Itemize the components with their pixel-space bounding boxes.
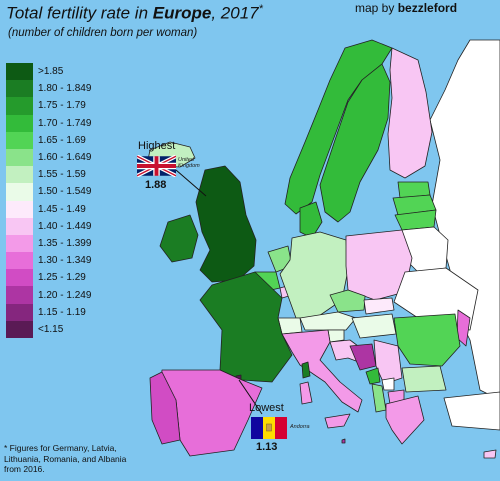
region-ireland [159, 214, 199, 263]
legend-item: 1.30 - 1.349 [6, 252, 92, 270]
legend-item: 1.15 - 1.19 [6, 303, 91, 321]
legend-item: 1.35 - 1.399 [6, 234, 92, 253]
legend-swatch [6, 269, 33, 287]
region-kosovo [381, 377, 395, 391]
region-italy [281, 329, 363, 413]
legend-item: >1.85 [6, 63, 91, 81]
highest-pointer [175, 169, 207, 197]
legend-item: 1.55 - 1.59 [6, 166, 91, 184]
lowest-country: Andorra [290, 424, 310, 430]
region-finland [387, 47, 433, 179]
legend-label: 1.70 - 1.749 [38, 117, 92, 129]
region-montenegro [365, 367, 381, 385]
legend-swatch [6, 148, 33, 167]
map-title: Total fertility rate in Europe, 2017* [6, 3, 263, 23]
region-sardinia [299, 381, 313, 405]
legend-swatch [6, 200, 33, 218]
region-norway [284, 39, 393, 215]
legend-item: 1.75 - 1.79 [6, 97, 91, 115]
legend-swatch [6, 80, 33, 98]
legend-item: <1.15 [6, 320, 91, 338]
region-greece [385, 395, 425, 445]
legend-label: 1.30 - 1.349 [38, 255, 92, 267]
map-subtitle: (number of children born per woman) [8, 27, 198, 39]
legend-item: 1.25 - 1.29 [6, 269, 91, 287]
highest-value: 1.88 [145, 179, 167, 191]
legend-swatch [6, 286, 33, 304]
region-malta [341, 438, 346, 444]
legend-label: 1.60 - 1.649 [38, 152, 92, 164]
legend-swatch [6, 252, 33, 270]
legend-swatch [6, 320, 33, 338]
legend-swatch [6, 183, 33, 201]
legend-label: 1.15 - 1.19 [38, 306, 86, 318]
legend-swatch [6, 131, 33, 149]
legend-item: 1.80 - 1.849 [6, 80, 92, 98]
legend-label: 1.80 - 1.849 [38, 83, 92, 95]
legend-swatch [6, 303, 33, 321]
lowest-value: 1.13 [256, 441, 278, 453]
legend-swatch [6, 63, 33, 81]
legend-label: <1.15 [38, 323, 64, 335]
legend-label: >1.85 [38, 66, 64, 78]
legend-item: 1.60 - 1.649 [6, 148, 92, 167]
legend-label: 1.55 - 1.59 [38, 169, 86, 181]
legend-label: 1.40 - 1.449 [38, 220, 92, 232]
region-portugal [149, 371, 181, 445]
legend-label: 1.35 - 1.399 [38, 237, 92, 249]
andorra-flag-icon [251, 417, 287, 439]
legend-item: 1.45 - 1.49 [6, 200, 91, 218]
legend-item: 1.40 - 1.449 [6, 217, 92, 235]
legend-swatch [6, 114, 33, 132]
region-corsica [301, 361, 311, 379]
region-slovenia [327, 329, 345, 343]
legend-item: 1.20 - 1.249 [6, 286, 92, 304]
region-sicily [324, 413, 351, 429]
legend-label: 1.75 - 1.79 [38, 100, 86, 112]
legend-label: 1.20 - 1.249 [38, 289, 92, 301]
footnote: * Figures for Germany, Latvia, Lithuania… [4, 443, 127, 474]
region-cyprus [483, 449, 497, 459]
map-credit: map by bezzleford [355, 1, 458, 15]
region-hungary [351, 313, 397, 339]
legend-item: 1.65 - 1.69 [6, 131, 91, 149]
region-austria [299, 311, 357, 331]
legend-item: 1.50 - 1.549 [6, 183, 92, 201]
legend: >1.85 1.80 - 1.849 1.75 - 1.79 1.70 - 1.749… [6, 63, 91, 338]
legend-swatch [6, 166, 33, 184]
region-turkey-nodata [443, 391, 500, 431]
legend-item: 1.70 - 1.749 [6, 114, 92, 132]
region-bulgaria [401, 365, 447, 393]
region-denmark [299, 201, 323, 239]
region-slovakia [363, 297, 395, 315]
region-france [199, 271, 293, 383]
region-poland [345, 229, 413, 301]
legend-swatch [6, 97, 33, 115]
highest-heading: Highest [138, 140, 176, 152]
legend-label: 1.65 - 1.69 [38, 134, 86, 146]
lowest-pointer [238, 379, 263, 415]
legend-swatch [6, 234, 33, 253]
uk-flag-icon [137, 155, 176, 177]
highest-country: United Kingdom [178, 157, 200, 169]
legend-label: 1.45 - 1.49 [38, 203, 86, 215]
legend-label: 1.25 - 1.29 [38, 272, 86, 284]
legend-swatch [6, 217, 33, 235]
region-sweden [319, 63, 391, 223]
lowest-heading: Lowest [249, 402, 284, 414]
legend-label: 1.50 - 1.549 [38, 186, 92, 198]
